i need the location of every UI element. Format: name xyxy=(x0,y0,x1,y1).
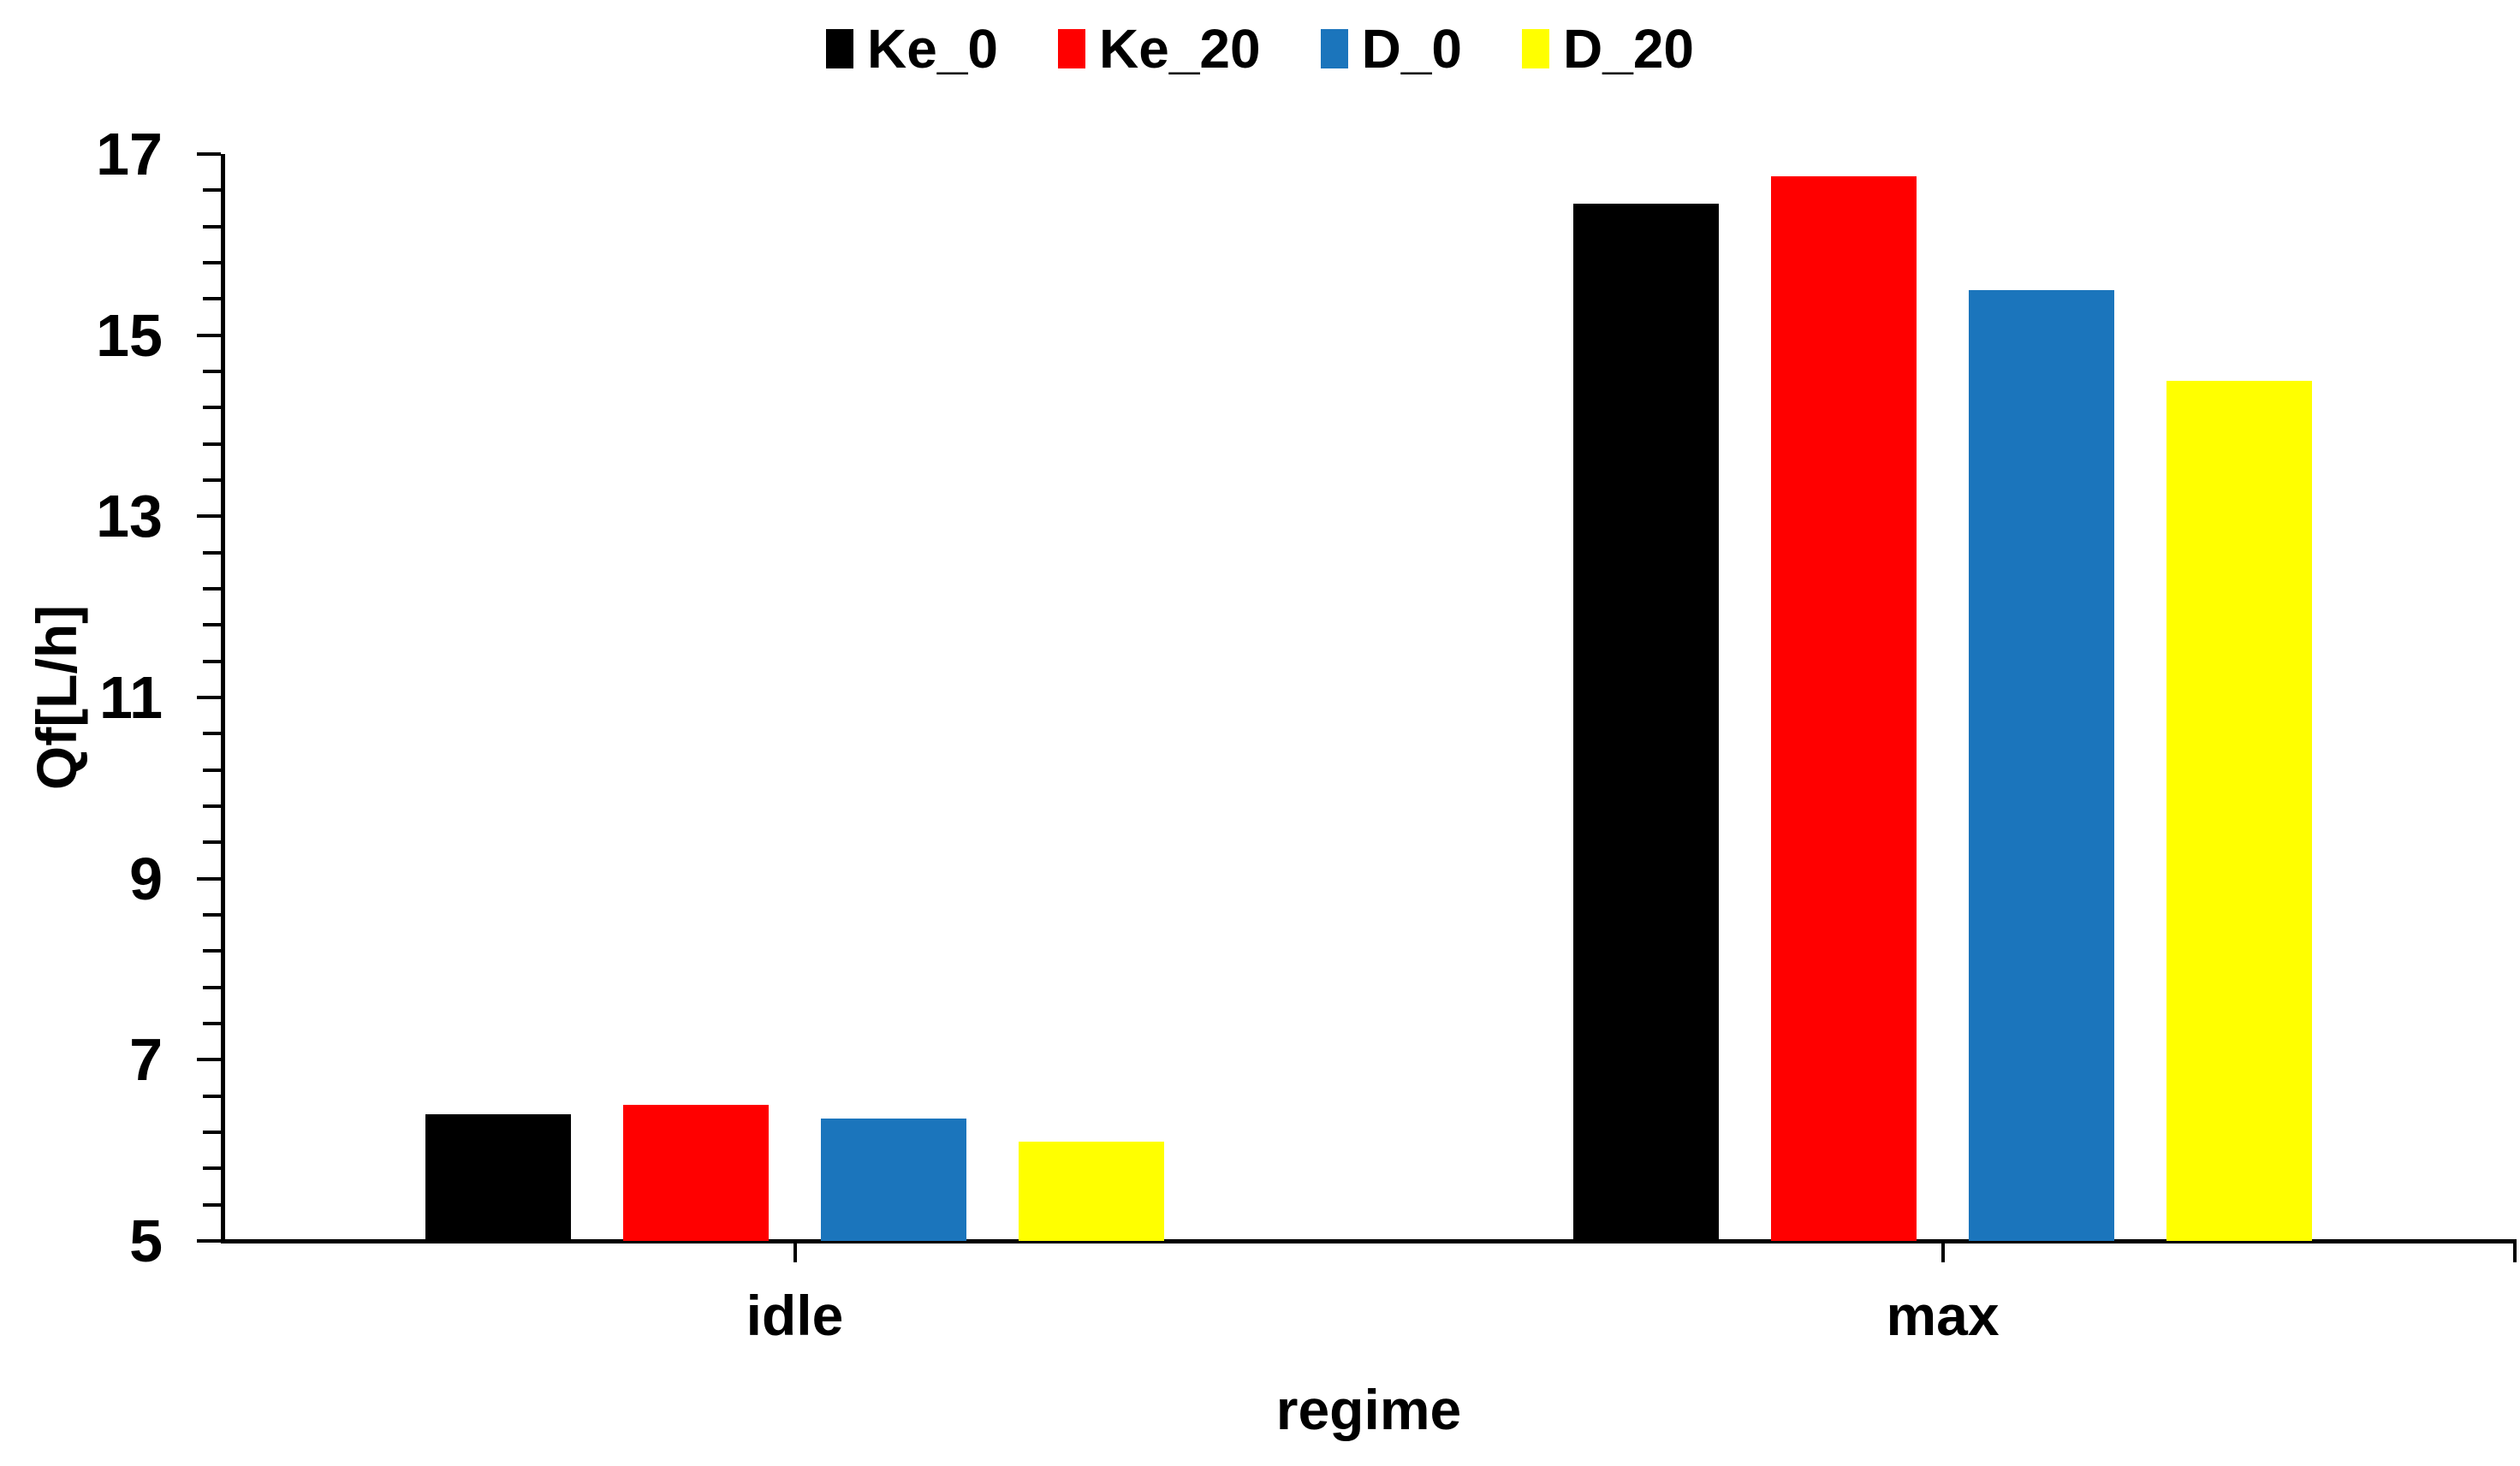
y-major-tick xyxy=(197,876,221,881)
y-tick-label: 17 xyxy=(96,121,163,187)
y-minor-tick xyxy=(203,442,221,446)
y-minor-tick xyxy=(203,1022,221,1025)
legend-label-Ke_0: Ke_0 xyxy=(867,18,998,80)
y-minor-tick xyxy=(203,1094,221,1098)
legend-item-D_20: D_20 xyxy=(1522,19,1694,79)
y-minor-tick xyxy=(203,1202,221,1207)
y-axis-title: Qf[L/h] xyxy=(25,604,88,791)
y-minor-tick xyxy=(203,261,221,264)
legend-label-D_20: D_20 xyxy=(1563,18,1694,80)
y-minor-tick xyxy=(203,913,221,917)
legend: Ke_0 Ke_20 D_0 D_20 xyxy=(0,19,2520,79)
y-minor-tick xyxy=(203,1131,221,1134)
y-minor-tick xyxy=(203,623,221,627)
y-minor-tick xyxy=(203,188,221,193)
legend-swatch-Ke_0 xyxy=(826,29,853,69)
legend-label-Ke_20: Ke_20 xyxy=(1099,18,1261,80)
y-major-tick xyxy=(197,333,221,337)
bar-Ke_0-idle xyxy=(425,1113,571,1241)
y-major-tick xyxy=(197,696,221,699)
y-minor-tick xyxy=(203,297,221,301)
y-tick-label: 7 xyxy=(129,1026,163,1094)
y-major-tick xyxy=(197,1239,221,1243)
y-minor-tick xyxy=(203,587,221,591)
y-minor-tick xyxy=(203,732,221,736)
y-tick-label: 5 xyxy=(129,1208,163,1274)
y-minor-tick xyxy=(203,550,221,555)
y-minor-tick xyxy=(203,659,221,663)
bar-D_0-idle xyxy=(821,1119,966,1241)
x-axis-line xyxy=(221,1239,2517,1243)
y-major-tick xyxy=(197,1058,221,1062)
y-minor-tick xyxy=(203,1166,221,1171)
bar-D_0-max xyxy=(1969,289,2114,1241)
category-label-max: max xyxy=(1886,1284,2000,1347)
y-minor-tick xyxy=(203,406,221,410)
y-tick-label: 9 xyxy=(129,845,163,912)
bar-Ke_20-max xyxy=(1771,176,1917,1241)
y-minor-tick xyxy=(203,949,221,953)
y-minor-tick xyxy=(203,840,221,845)
legend-swatch-D_20 xyxy=(1522,29,1549,69)
y-major-tick xyxy=(197,152,221,156)
y-minor-tick xyxy=(203,224,221,229)
legend-item-D_0: D_0 xyxy=(1320,18,1462,80)
legend-label-D_0: D_0 xyxy=(1361,18,1462,80)
y-minor-tick xyxy=(203,768,221,772)
y-major-tick xyxy=(197,514,221,519)
y-minor-tick xyxy=(203,985,221,989)
bar-D_20-max xyxy=(2166,380,2312,1241)
x-axis-title: regime xyxy=(1275,1378,1462,1441)
x-category-tick xyxy=(793,1243,797,1262)
legend-item-Ke_20: Ke_20 xyxy=(1058,19,1261,79)
category-label-idle: idle xyxy=(746,1284,844,1347)
y-tick-label: 15 xyxy=(96,301,163,369)
bar-Ke_0-max xyxy=(1573,204,1719,1241)
legend-swatch-Ke_20 xyxy=(1058,29,1085,69)
y-minor-tick xyxy=(203,478,221,482)
y-tick-label: 13 xyxy=(96,483,163,550)
x-category-tick xyxy=(1941,1243,1945,1262)
bar-Ke_20-idle xyxy=(623,1105,769,1241)
legend-swatch-D_0 xyxy=(1320,29,1348,69)
x-end-tick xyxy=(2513,1243,2517,1262)
legend-item-Ke_0: Ke_0 xyxy=(826,19,998,79)
y-axis-line xyxy=(221,154,225,1243)
bar-D_20-idle xyxy=(1019,1141,1164,1241)
y-tick-label: 11 xyxy=(99,664,163,731)
y-minor-tick xyxy=(203,804,221,808)
y-minor-tick xyxy=(203,370,221,373)
